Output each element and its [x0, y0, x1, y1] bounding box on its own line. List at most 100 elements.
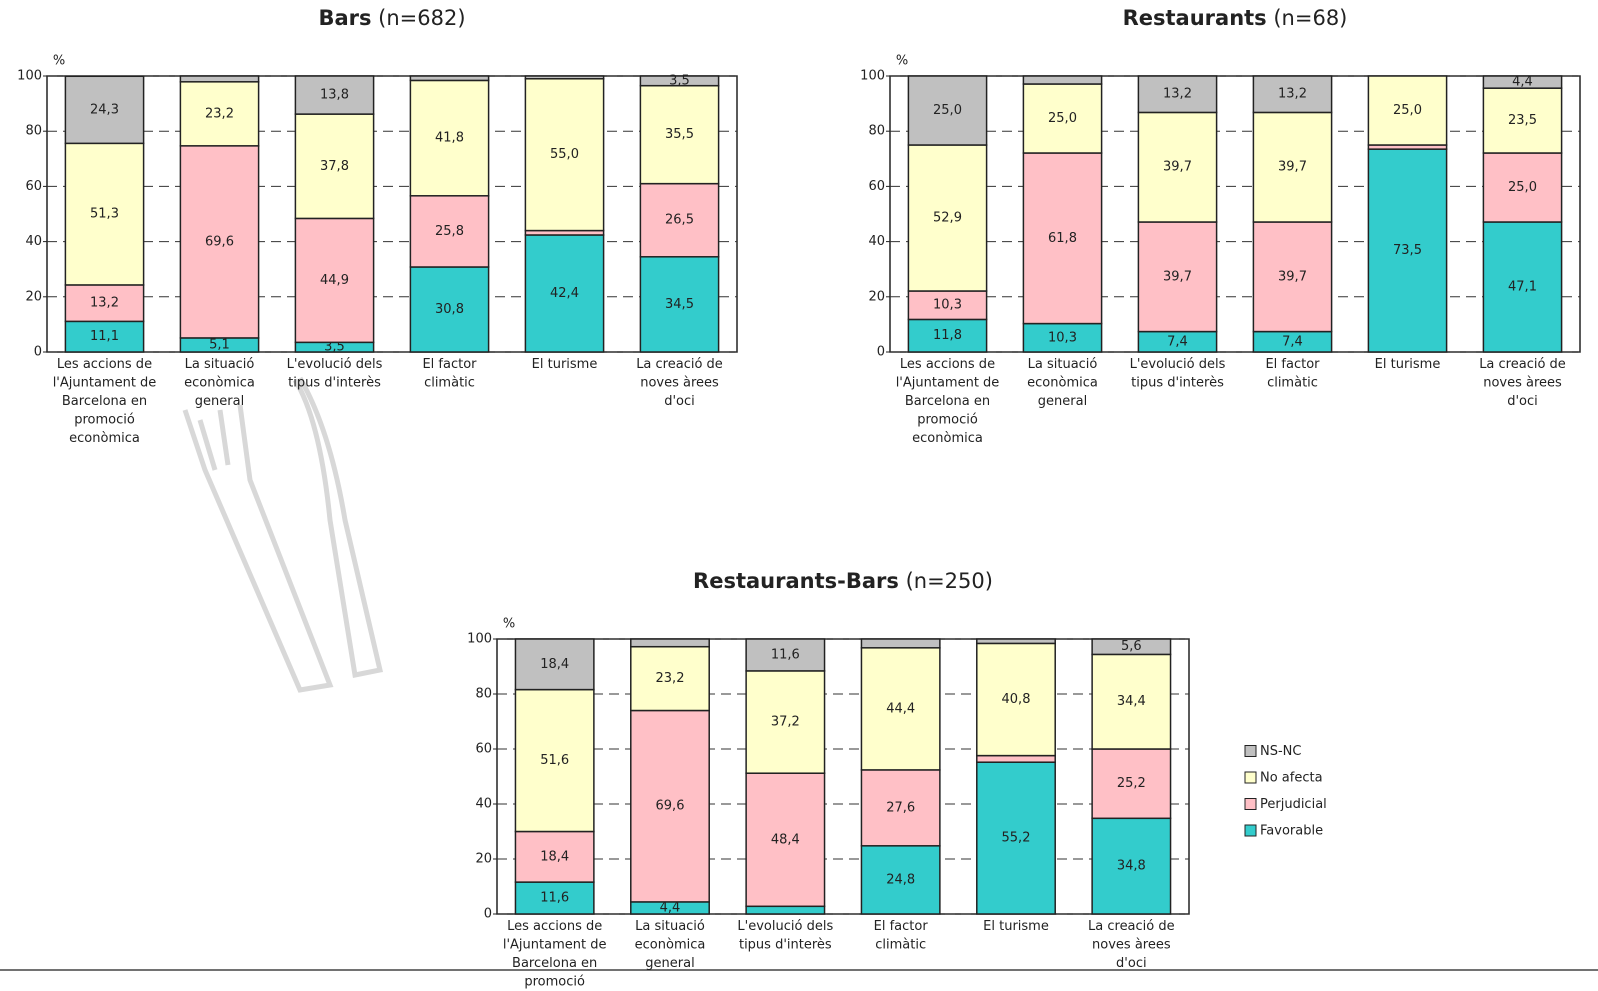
data-label: 69,6: [205, 234, 234, 249]
bar-segment: [1482, 221, 1563, 353]
y-tick-label: 80: [25, 124, 42, 139]
data-label: 3,5: [669, 73, 690, 88]
data-label: 23,5: [1508, 113, 1537, 128]
data-label: 13,2: [1163, 87, 1192, 102]
watermark: [182, 376, 384, 693]
data-label: 27,6: [886, 800, 915, 815]
bar-segment: [1482, 75, 1563, 89]
x-tick-label: L'evolució dels tipus d'interès: [1130, 357, 1226, 391]
bar-segment: [409, 79, 490, 197]
bar-segment: [1137, 221, 1218, 333]
chart-subtitle: (n=682): [371, 6, 465, 30]
bar-segment: [409, 195, 490, 268]
bar-segment: [1252, 221, 1333, 333]
legend-swatch: [1244, 798, 1257, 810]
bar-segment: [639, 84, 720, 185]
chart-subtitle: (n=250): [899, 569, 993, 593]
data-label: 35,5: [665, 127, 694, 142]
data-label: 25,0: [1508, 180, 1537, 195]
bar-segment: [1091, 653, 1172, 750]
plot-area: [889, 75, 1581, 353]
bar-segment: [409, 75, 490, 82]
x-tick-label: El turisme: [1375, 357, 1441, 372]
bar-segment: [1091, 638, 1172, 656]
bar-segment: [409, 266, 490, 353]
data-label: 24,3: [90, 102, 119, 117]
data-label: 55,2: [1002, 831, 1031, 846]
x-tick-label: El turisme: [983, 919, 1049, 934]
data-label: 25,2: [1117, 776, 1146, 791]
bar-segment: [1367, 148, 1448, 353]
bar-segment: [976, 754, 1056, 763]
data-label: 4,4: [1512, 75, 1533, 90]
bar-segment: [976, 761, 1056, 915]
bar-segment: [639, 256, 720, 353]
x-tick-label: L'evolució dels tipus d'interès: [737, 919, 833, 953]
y-tick-label: 60: [868, 179, 885, 194]
bar-segment: [524, 78, 605, 232]
plot-area: [46, 75, 738, 353]
x-tick-label: La situació econòmica general: [635, 919, 706, 971]
bar-segment: [860, 845, 941, 915]
data-label: 41,8: [435, 131, 464, 146]
y-tick-label: 20: [475, 852, 492, 867]
data-label: 34,5: [665, 297, 694, 312]
bar-segment: [745, 670, 826, 774]
x-tick-label: La situació econòmica general: [1027, 357, 1098, 409]
bar-segment: [907, 144, 988, 292]
chart-title: Restaurants-Bars (n=250): [693, 569, 993, 593]
data-label: 73,5: [1393, 243, 1422, 258]
y-tick-label: 100: [467, 632, 492, 647]
data-label: 44,4: [886, 701, 915, 716]
data-label: 47,1: [1508, 280, 1537, 295]
bar-segment: [1022, 152, 1103, 325]
data-label: 7,4: [1282, 334, 1303, 349]
bar-segment: [1137, 111, 1218, 223]
x-tick-label: La situació econòmica general: [184, 357, 255, 409]
data-label: 25,0: [1393, 103, 1422, 118]
data-label: 13,8: [320, 88, 349, 103]
bar-segment: [294, 113, 375, 220]
bar-segment: [1252, 111, 1333, 223]
legend-swatch: [1244, 771, 1257, 784]
bar-segment: [1091, 817, 1172, 915]
y-axis-label: %: [53, 54, 65, 69]
y-tick-label: 0: [34, 345, 42, 360]
data-label: 34,4: [1117, 694, 1146, 709]
data-label: 25,0: [1048, 111, 1077, 126]
data-label: 11,6: [771, 647, 800, 662]
bar-segment: [64, 75, 145, 145]
bar-segment: [630, 638, 710, 648]
chart-title-main: Bars: [318, 6, 371, 30]
y-axis-label: %: [896, 54, 908, 69]
data-label: 5,6: [1121, 639, 1142, 654]
fork-icon: [182, 404, 334, 693]
bar-segment: [907, 318, 988, 353]
data-label: 55,0: [550, 147, 579, 162]
bar-segment: [294, 217, 375, 344]
data-label: 61,8: [1048, 231, 1077, 246]
data-label: 39,7: [1163, 160, 1192, 175]
chart-subtitle: (n=68): [1267, 6, 1348, 30]
data-label: 23,2: [205, 106, 234, 121]
chart-title-main: Restaurants-Bars: [693, 569, 899, 593]
bar-segment: [907, 75, 988, 146]
legend-label: No afecta: [1260, 771, 1323, 786]
y-tick-label: 0: [484, 907, 492, 922]
data-label: 25,0: [933, 103, 962, 118]
x-tick-label: El factor climàtic: [874, 919, 929, 953]
x-tick-label: El turisme: [532, 357, 598, 372]
data-label: 48,4: [771, 832, 800, 847]
x-tick-label: La creació de noves àrees d'oci: [1479, 357, 1566, 409]
bar-segment: [860, 638, 941, 649]
bar-segment: [976, 642, 1056, 757]
bar-segment: [179, 75, 260, 83]
data-label: 69,6: [656, 799, 685, 814]
data-label: 40,8: [1002, 692, 1031, 707]
bar-segment: [514, 881, 595, 915]
data-label: 42,4: [550, 286, 579, 301]
plot-area: [496, 638, 1190, 915]
data-label: 34,8: [1117, 859, 1146, 874]
bar-segment: [1137, 75, 1218, 114]
